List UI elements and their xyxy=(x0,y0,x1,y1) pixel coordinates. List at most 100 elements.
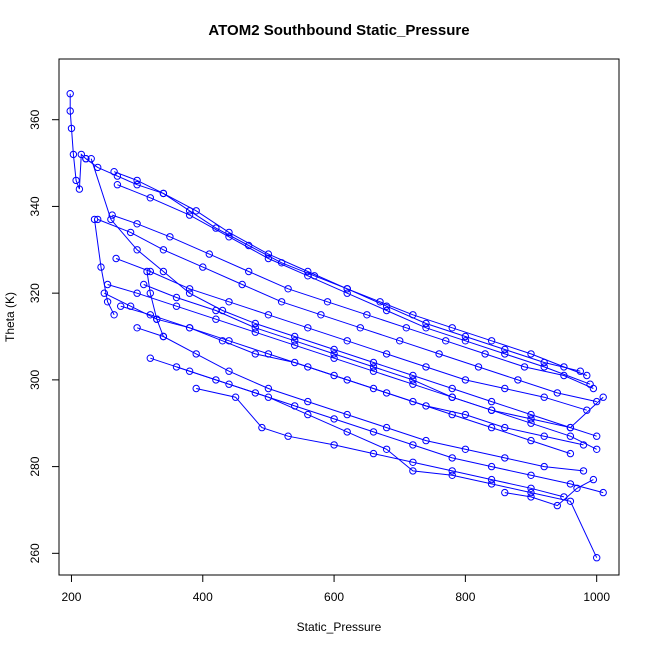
series-line xyxy=(94,219,115,316)
series-profile-3 xyxy=(110,168,584,375)
data-point xyxy=(251,389,260,397)
data-point xyxy=(343,428,351,436)
data-point xyxy=(448,384,456,393)
data-point xyxy=(461,445,470,453)
data-point xyxy=(593,445,601,453)
x-tick-label: 800 xyxy=(455,590,475,604)
series-profile-14 xyxy=(87,155,601,440)
data-point xyxy=(356,324,364,332)
data-point xyxy=(82,155,90,163)
series-line xyxy=(112,214,594,389)
data-point xyxy=(264,393,273,401)
data-point xyxy=(133,324,141,332)
data-point xyxy=(330,354,338,362)
chart-title: ATOM2 Southbound Static_Pressure xyxy=(208,22,469,39)
data-point xyxy=(185,324,194,332)
data-point xyxy=(258,423,266,432)
data-point xyxy=(487,475,496,484)
data-point xyxy=(330,441,338,449)
x-axis-label: Static_Pressure xyxy=(297,620,382,634)
data-point xyxy=(566,480,575,488)
data-point xyxy=(291,337,299,345)
data-point xyxy=(343,285,351,293)
data-point xyxy=(153,315,161,323)
data-point xyxy=(185,285,194,293)
x-axis: 200 400 600 800 1000 xyxy=(61,574,610,604)
y-axis: 260 280 300 320 340 360 xyxy=(28,109,60,563)
data-point xyxy=(72,176,80,185)
data-point xyxy=(317,311,325,319)
data-point xyxy=(113,181,122,189)
data-point xyxy=(501,454,509,462)
data-point xyxy=(382,302,391,310)
data-point xyxy=(579,467,588,475)
data-point xyxy=(566,423,575,432)
data-point xyxy=(112,254,120,263)
data-point xyxy=(159,189,168,198)
series-profile-15 xyxy=(140,280,601,453)
x-tick-label: 200 xyxy=(61,590,81,604)
data-point xyxy=(133,289,141,297)
data-point xyxy=(192,207,200,215)
y-tick-label: 360 xyxy=(28,109,42,129)
x-tick-label: 400 xyxy=(193,590,213,604)
data-point xyxy=(382,423,391,432)
data-point xyxy=(382,445,391,453)
data-point xyxy=(501,423,509,432)
data-point xyxy=(291,332,299,341)
data-point xyxy=(172,293,181,302)
x-tick-label: 600 xyxy=(324,590,344,604)
data-point xyxy=(409,371,417,380)
data-point xyxy=(422,324,430,332)
data-point xyxy=(501,488,509,497)
data-point xyxy=(251,328,260,336)
data-point xyxy=(599,488,607,497)
data-point xyxy=(583,406,591,414)
series-line xyxy=(104,292,571,455)
data-point xyxy=(514,376,522,384)
data-point xyxy=(225,233,233,241)
x-tick-label: 1000 xyxy=(583,590,610,604)
data-point xyxy=(330,371,338,380)
data-point xyxy=(442,337,450,345)
data-point xyxy=(323,298,332,306)
data-point xyxy=(369,428,378,436)
data-point xyxy=(402,324,410,332)
y-tick-label: 320 xyxy=(28,283,42,303)
series-line xyxy=(115,258,587,411)
data-point xyxy=(110,168,118,176)
data-point xyxy=(540,358,548,367)
data-point xyxy=(527,493,535,501)
data-point xyxy=(448,410,456,419)
data-point xyxy=(159,267,168,276)
data-point xyxy=(448,467,456,475)
data-point xyxy=(185,289,194,297)
series-line xyxy=(196,388,565,498)
data-point xyxy=(251,319,260,328)
data-point xyxy=(126,302,135,310)
data-point xyxy=(343,337,351,345)
data-point xyxy=(527,488,535,497)
data-point xyxy=(264,254,273,263)
data-point xyxy=(461,410,470,419)
data-point xyxy=(553,501,561,510)
data-point xyxy=(146,289,155,297)
series-line xyxy=(143,284,597,450)
data-point xyxy=(225,380,233,388)
data-point xyxy=(527,410,535,419)
data-point xyxy=(103,298,112,306)
data-point xyxy=(461,376,470,384)
data-point xyxy=(593,397,601,406)
data-point xyxy=(501,345,509,354)
data-point xyxy=(133,246,141,254)
series-profile-12 xyxy=(192,384,568,501)
data-point xyxy=(448,324,456,332)
data-point xyxy=(218,337,227,345)
data-point xyxy=(192,384,200,393)
data-point xyxy=(225,367,233,375)
data-point xyxy=(97,263,105,271)
data-point xyxy=(474,363,483,371)
data-point xyxy=(251,324,260,332)
data-point xyxy=(238,280,246,289)
